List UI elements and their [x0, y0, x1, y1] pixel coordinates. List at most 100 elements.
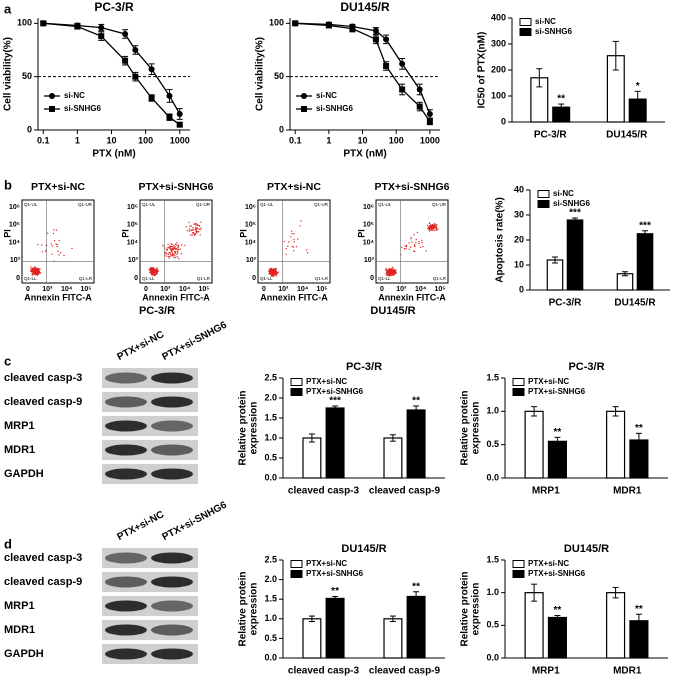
error-bar	[642, 230, 649, 238]
series-line	[43, 22, 181, 115]
flow-dot	[429, 229, 431, 231]
flow-dot	[394, 269, 396, 271]
flow-dot	[190, 230, 192, 232]
flow-x-label: Annexin FITC-A	[24, 292, 92, 302]
flow-dot	[51, 253, 53, 255]
flow-dot	[390, 268, 392, 270]
flow-dot	[31, 270, 34, 272]
flow-dot	[394, 271, 396, 273]
flow-dot	[193, 223, 195, 225]
y-tick-label: 40	[514, 184, 524, 194]
flow-dot	[165, 255, 168, 257]
flow-group-label: DU145/R	[370, 305, 415, 317]
lane-label: PTX+si-SNHG6	[160, 500, 229, 543]
flow-dot	[387, 272, 389, 274]
flow-dot	[386, 274, 388, 276]
flow-dot	[63, 254, 65, 257]
flow-dot	[198, 228, 200, 230]
flow-dot	[150, 268, 152, 270]
flow-dot	[436, 229, 438, 231]
flow-dot	[283, 240, 285, 243]
flow-dot	[196, 224, 198, 226]
flow-dot	[34, 266, 36, 268]
x-tick-label: DU145/R	[606, 130, 648, 141]
flow-dot	[31, 268, 34, 270]
flow-dot	[428, 229, 430, 231]
x-tick-label: cleaved casp-3	[288, 486, 360, 497]
legend-label: si-SNHG6	[316, 104, 353, 113]
flow-dot	[271, 273, 273, 275]
flow-group-label: PC-3/R	[139, 305, 175, 317]
flow-dot	[293, 241, 295, 243]
panel-label: c	[4, 353, 11, 368]
error-bar	[572, 217, 579, 223]
flow-dot	[403, 248, 406, 250]
flow-dot	[167, 243, 169, 245]
flow-dot	[47, 232, 49, 234]
flow-dot	[194, 222, 196, 225]
flow-dot	[271, 269, 273, 271]
flow-dot	[196, 231, 198, 233]
flow-dot	[269, 269, 271, 271]
flow-quadrant-label: Q1-LL	[378, 276, 391, 281]
flow-x-tick-label: 10⁴	[415, 286, 427, 293]
flow-dot	[154, 269, 156, 272]
legend-label: si-SNHG6	[535, 27, 572, 36]
flow-dot	[432, 224, 434, 226]
flow-y-tick-label: 0	[16, 275, 20, 282]
flow-y-tick-label: 10³	[128, 257, 139, 264]
flow-dot	[415, 242, 417, 244]
lane-label: PTX+si-SNHG6	[160, 320, 229, 363]
flow-x-tick-label: 10⁵	[198, 286, 209, 293]
error-bar	[554, 436, 561, 446]
flow-dot	[429, 228, 431, 230]
flow-dot	[385, 272, 388, 274]
flow-dot	[174, 245, 176, 248]
flow-dot	[35, 270, 37, 272]
flow-dot	[36, 273, 38, 275]
flow-dot	[58, 254, 60, 256]
marker	[166, 114, 173, 121]
flow-dot	[197, 230, 199, 233]
flow-dot	[37, 268, 39, 270]
flow-dot	[59, 252, 62, 254]
flow-dot	[171, 245, 174, 248]
flow-dot	[33, 266, 35, 268]
flow-dot	[156, 268, 158, 270]
flow-dot	[192, 227, 194, 229]
blot-row-label: MRP1	[4, 420, 35, 432]
x-tick-label: 10	[106, 135, 116, 145]
flow-dot	[291, 230, 293, 232]
bar	[524, 410, 544, 479]
flow-dot	[390, 268, 393, 270]
x-tick-label: 10	[358, 135, 368, 145]
flow-dot	[392, 271, 394, 274]
x-tick-label: 100	[389, 135, 404, 145]
flow-dot	[415, 238, 417, 241]
legend-label: si-SNHG6	[553, 199, 590, 208]
flow-dot	[293, 238, 295, 241]
flow-dot	[389, 273, 391, 275]
blot-row-label: cleaved casp-3	[4, 372, 82, 384]
error-bar	[554, 615, 561, 620]
flow-dot	[413, 250, 415, 252]
flow-dot	[153, 271, 155, 273]
y-tick-label: 0	[501, 116, 506, 126]
x-tick-label: 1000	[170, 135, 190, 145]
blot-band	[105, 648, 147, 660]
flow-dot	[177, 252, 179, 254]
flow-dot	[172, 254, 174, 256]
flow-y-tick-label: 0	[252, 275, 256, 282]
legend-swatch	[290, 388, 303, 396]
flow-dot	[388, 269, 390, 272]
flow-y-tick-label: 10³	[364, 257, 375, 264]
bar	[547, 440, 567, 479]
blot-band	[151, 552, 193, 564]
flow-dot	[288, 241, 290, 243]
legend-label: PTX+si-NC	[528, 559, 569, 568]
flow-dot	[273, 270, 275, 272]
flow-dot	[154, 274, 156, 276]
flow-dot	[155, 272, 158, 274]
flow-dot	[181, 244, 183, 246]
flow-dot	[169, 247, 171, 249]
